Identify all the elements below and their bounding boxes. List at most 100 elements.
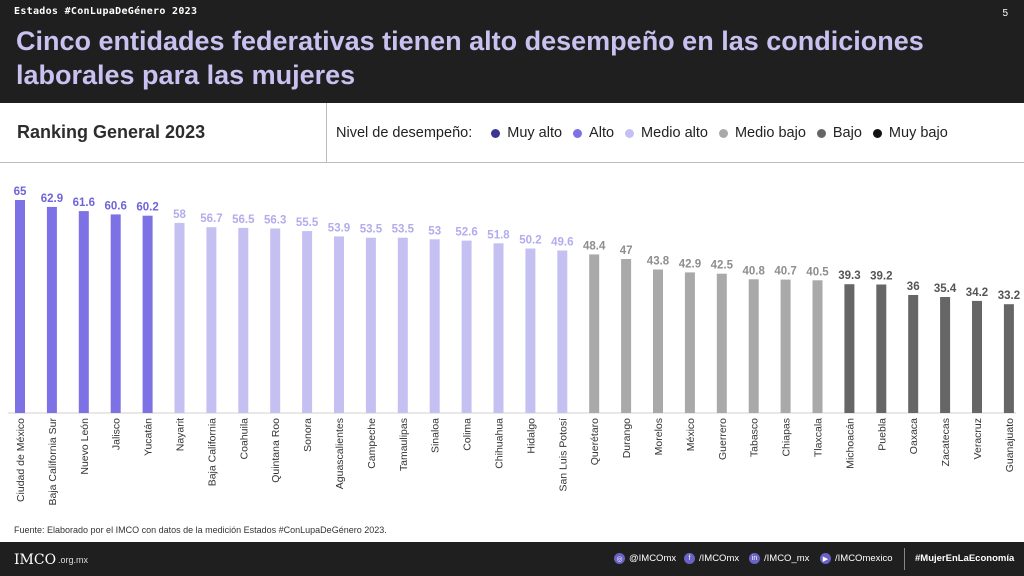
category-label: Zacatecas — [940, 418, 952, 466]
bar — [429, 239, 440, 413]
bar — [780, 279, 791, 413]
category-label: Quintana Roo — [270, 418, 282, 483]
social-instagram[interactable]: ◎ @IMCOmx — [614, 553, 676, 564]
legend-item-muy-alto: Muy alto — [491, 125, 562, 141]
category-label: Oaxaca — [908, 418, 920, 454]
legend-dot — [573, 128, 583, 138]
bar-value-label: 60.2 — [136, 202, 158, 214]
bar — [940, 297, 951, 413]
category-label: Nayarit — [175, 418, 187, 451]
bar-value-label: 60.6 — [105, 200, 127, 212]
bar-value-label: 56.7 — [200, 213, 222, 225]
bar-value-label: 53.9 — [328, 222, 350, 234]
bar — [812, 280, 823, 413]
category-label: Campeche — [366, 418, 378, 469]
social-label: /IMCO_mx — [764, 553, 810, 564]
bar — [78, 211, 89, 413]
legend-dot — [625, 128, 635, 138]
category-label: Colima — [462, 418, 474, 451]
chart-subtitle: Ranking General 2023 — [17, 122, 206, 142]
hashtag: #MujerEnLaEconomía — [915, 553, 1015, 564]
bar-value-label: 53.5 — [392, 224, 415, 236]
legend-label: Medio bajo — [734, 125, 806, 141]
bar-value-label: 39.2 — [870, 271, 892, 283]
facebook-icon: f — [684, 553, 695, 564]
legend-dot — [872, 128, 882, 138]
legend-item-muy-bajo: Muy bajo — [872, 125, 948, 141]
footer-bar — [0, 542, 1024, 576]
source-note: Fuente: Elaborado por el IMCO con datos … — [14, 525, 387, 535]
category-label: Baja California — [206, 418, 218, 486]
legend-label: Muy alto — [507, 125, 563, 141]
bar — [238, 227, 249, 413]
imco-logo: IMCO — [14, 552, 57, 568]
category-label: Ciudad de México — [15, 418, 27, 502]
bar — [876, 284, 887, 413]
bar — [716, 273, 727, 413]
category-label: Guanajuato — [1004, 418, 1016, 472]
bar-value-label: 58 — [173, 209, 186, 221]
legend-label: Bajo — [832, 125, 862, 141]
page-number: 5 — [1002, 8, 1008, 19]
bar — [748, 279, 759, 413]
category-label: Puebla — [876, 418, 888, 451]
category-label: Aguascalientes — [334, 418, 346, 489]
social-label: @IMCOmx — [629, 553, 677, 564]
bar-value-label: 55.5 — [296, 217, 319, 229]
bar-value-label: 65 — [14, 186, 27, 198]
subheader-divider — [326, 103, 327, 162]
bar-value-label: 33.2 — [998, 290, 1020, 302]
subheader-band — [0, 103, 1024, 163]
bar — [557, 250, 568, 413]
linkedin-icon: in — [749, 553, 760, 564]
social-facebook[interactable]: f/IMCOmx — [684, 553, 739, 564]
bar-value-label: 48.4 — [583, 240, 606, 252]
bar — [461, 240, 472, 413]
bar-value-label: 62.9 — [41, 193, 63, 205]
bar-value-label: 40.5 — [806, 266, 829, 278]
bar — [844, 284, 855, 413]
header-bar — [0, 0, 1024, 103]
category-label: Jalisco — [111, 418, 123, 450]
bar-value-label: 50.2 — [519, 235, 541, 247]
bar-value-label: 49.6 — [551, 237, 573, 249]
bar-value-label: 53.5 — [360, 224, 383, 236]
legend-dot — [816, 128, 826, 138]
bar — [110, 214, 121, 413]
legend-item-alto: Alto — [573, 125, 614, 141]
bar-value-label: 34.2 — [966, 287, 988, 299]
bar — [653, 269, 663, 413]
bar — [908, 295, 919, 413]
bar — [302, 231, 313, 413]
bar — [334, 236, 344, 413]
legend-title: Nivel de desempeño: — [336, 125, 473, 141]
category-label: Chihuahua — [494, 418, 506, 469]
category-label: Durango — [621, 418, 633, 458]
category-label: San Luis Potosí — [557, 418, 569, 492]
bar-chart: 65 Ciudad de México 62.9 Baja California Su… — [8, 186, 1020, 506]
category-label: Veracruz — [972, 418, 984, 459]
bar — [206, 227, 217, 413]
legend-dot — [718, 128, 728, 138]
bar-value-label: 42.5 — [711, 260, 734, 272]
bar-value-label: 40.8 — [743, 265, 766, 277]
footer-divider — [904, 548, 905, 570]
bar — [972, 300, 982, 413]
category-label: Tabasco — [749, 418, 761, 457]
legend-label: Muy bajo — [888, 125, 948, 141]
category-label: Tamaulipas — [398, 418, 410, 471]
bar-value-label: 52.6 — [455, 227, 477, 239]
bar — [46, 206, 57, 413]
social-linkedin[interactable]: in/IMCO_mx — [749, 553, 809, 564]
social-youtube[interactable]: ▶ /IMCOmexico — [820, 553, 893, 564]
bar-value-label: 61.6 — [73, 197, 95, 209]
legend-item-medio-alto: Medio alto — [625, 125, 708, 141]
category-label: Morelos — [653, 418, 665, 455]
legend: Nivel de desempeño: Muy alto Alto Medio … — [336, 125, 948, 141]
bar — [174, 222, 185, 413]
instagram-icon: ◎ — [614, 553, 625, 564]
category-label: Michoacán — [844, 418, 856, 469]
bar — [397, 237, 408, 413]
bar-value-label: 51.8 — [487, 229, 510, 241]
category-label: México — [685, 418, 697, 451]
